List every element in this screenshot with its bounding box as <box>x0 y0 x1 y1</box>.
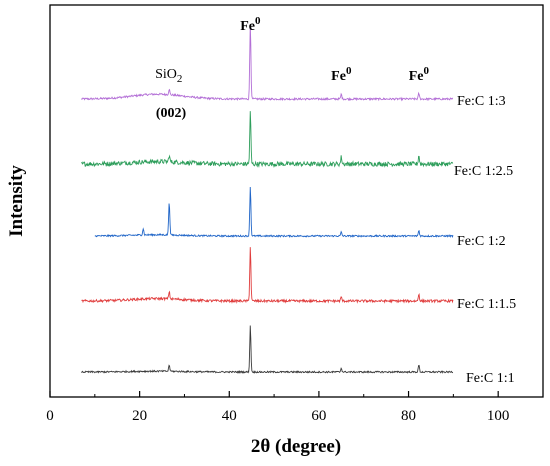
peak-annotation-5: Fe0 <box>409 65 430 84</box>
x-tick-label: 0 <box>46 408 54 424</box>
series-label-5: Fe:C 1:1 <box>466 371 515 386</box>
peak-annotation-2: (002) <box>156 106 187 121</box>
y-axis-title: Intensity <box>6 165 27 237</box>
peak-annotations: SiO2 (002) Fe0 Fe0 Fe0 <box>155 15 429 121</box>
series-label-3: Fe:C 1:2 <box>457 234 506 249</box>
series-label-2: Fe:C 1:2.5 <box>454 164 513 179</box>
series-labels: Fe:C 1:3 Fe:C 1:2.5 Fe:C 1:2 Fe:C 1:1.5 Fe:C… <box>454 94 516 386</box>
plot-area <box>81 24 454 374</box>
series-line-1 <box>81 24 454 102</box>
x-axis-ticks: 0 20 40 60 80 100 <box>46 391 509 424</box>
x-tick-label: 100 <box>487 408 510 424</box>
x-axis-title: 2θ (degree) <box>251 436 341 457</box>
x-tick-label: 60 <box>311 408 326 424</box>
series-line-3 <box>94 186 454 238</box>
series-line-5 <box>81 325 454 374</box>
plot-frame <box>49 4 544 398</box>
series-line-2 <box>81 111 454 168</box>
peak-annotation-3: Fe0 <box>240 15 261 34</box>
series-label-4: Fe:C 1:1.5 <box>457 297 516 312</box>
peak-annotation-1: SiO2 <box>155 67 182 85</box>
series-line-4 <box>81 247 454 304</box>
x-tick-label: 80 <box>401 408 416 424</box>
peak-annotation-4: Fe0 <box>331 65 352 84</box>
x-tick-label: 20 <box>132 408 147 424</box>
series-label-1: Fe:C 1:3 <box>457 94 506 109</box>
x-tick-label: 40 <box>222 408 237 424</box>
